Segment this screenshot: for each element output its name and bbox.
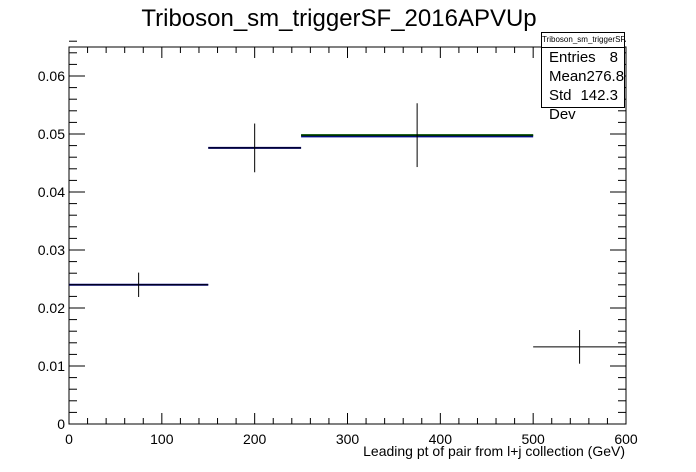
- stats-stddev-label: Std Dev: [549, 87, 576, 123]
- x-tick-label: 600: [614, 431, 638, 447]
- stats-entries-value: 8: [609, 49, 618, 66]
- x-axis-label: Leading pt of pair from l+j collection (…: [363, 443, 625, 459]
- y-tick-label: 0.05: [38, 126, 65, 142]
- stats-row-stddev: Std Dev 142.3: [542, 86, 624, 124]
- stats-box-title: Triboson_sm_triggerSF_2016APVUp: [542, 33, 624, 48]
- axis-ticks: [68, 40, 627, 425]
- y-tick-label: 0.01: [38, 358, 65, 374]
- stats-stddev-value: 142.3: [580, 87, 618, 104]
- x-tick-label: 200: [243, 431, 267, 447]
- stats-row-mean: Mean 276.8: [542, 67, 624, 86]
- x-tick-label: 500: [521, 431, 545, 447]
- x-tick-label: 400: [429, 431, 453, 447]
- stats-entries-label: Entries: [549, 49, 596, 66]
- y-tick-label: 0.02: [38, 300, 65, 316]
- stats-mean-label: Mean: [549, 68, 587, 85]
- stats-mean-value: 276.8: [586, 68, 625, 85]
- chart-title: Triboson_sm_triggerSF_2016APVUp: [141, 5, 536, 32]
- stats-row-entries: Entries 8: [542, 48, 624, 67]
- y-tick-label: 0: [57, 416, 65, 432]
- y-tick-label: 0.04: [38, 184, 65, 200]
- data-points: [69, 103, 626, 364]
- y-tick-label: 0.03: [38, 242, 65, 258]
- stats-box: Triboson_sm_triggerSF_2016APVUp Entries …: [541, 32, 625, 123]
- y-tick-label: 0.06: [38, 68, 65, 84]
- x-tick-label: 100: [150, 431, 174, 447]
- x-tick-label: 300: [336, 431, 360, 447]
- x-tick-label: 0: [65, 431, 73, 447]
- axis-tick-labels: 0 100 200 300 400 500 600 0 0.01 0.02 0.03 0.04 0.05…: [38, 68, 638, 447]
- overlay-series: [69, 134, 534, 286]
